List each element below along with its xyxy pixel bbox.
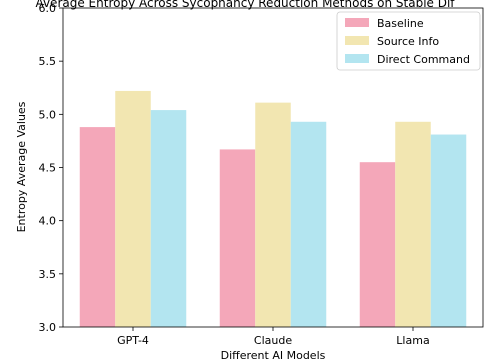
legend-label: Baseline: [377, 17, 424, 30]
bar-baseline-llama: [359, 162, 396, 327]
y-tick-label: 5.0: [39, 108, 57, 121]
bar-source-info-llama: [395, 121, 431, 327]
legend-label: Source Info: [377, 35, 439, 48]
legend: Baseline Source Info Direct Command: [336, 11, 481, 71]
legend-swatch: [345, 54, 369, 63]
bar-direct-command-gpt4: [150, 110, 187, 327]
x-tick-label: Llama: [396, 334, 429, 347]
y-tick-label: 5.5: [39, 55, 57, 68]
y-tick-label: 6.0: [39, 2, 57, 15]
bar-source-info-claude: [255, 102, 291, 328]
y-tick-label: 3.0: [39, 321, 57, 334]
chart-title: Average Entropy Across Sycophancy Reduct…: [35, 0, 455, 10]
y-tick-label: 3.5: [39, 268, 57, 281]
y-tick-label: 4.5: [39, 162, 57, 175]
legend-swatch: [345, 18, 369, 27]
y-axis: 3.0 3.5 4.0 4.5 5.0 5.5 6.0: [39, 2, 63, 334]
bar-direct-command-claude: [290, 121, 327, 327]
legend-label: Direct Command: [377, 53, 470, 66]
legend-swatch: [345, 36, 369, 45]
x-axis: GPT-4 Claude Llama: [117, 327, 430, 347]
bar-source-info-gpt4: [115, 90, 151, 327]
bar-direct-command-llama: [430, 134, 467, 327]
y-axis-label: Entropy Average Values: [15, 101, 28, 232]
x-axis-label: Different AI Models: [221, 349, 326, 362]
legend-box: [336, 11, 481, 71]
bar-baseline-gpt4: [79, 127, 116, 328]
x-tick-label: Claude: [254, 334, 292, 347]
x-tick-label: GPT-4: [117, 334, 149, 347]
bar-baseline-claude: [219, 149, 256, 327]
y-tick-label: 4.0: [39, 215, 57, 228]
bars-group: [79, 90, 467, 328]
